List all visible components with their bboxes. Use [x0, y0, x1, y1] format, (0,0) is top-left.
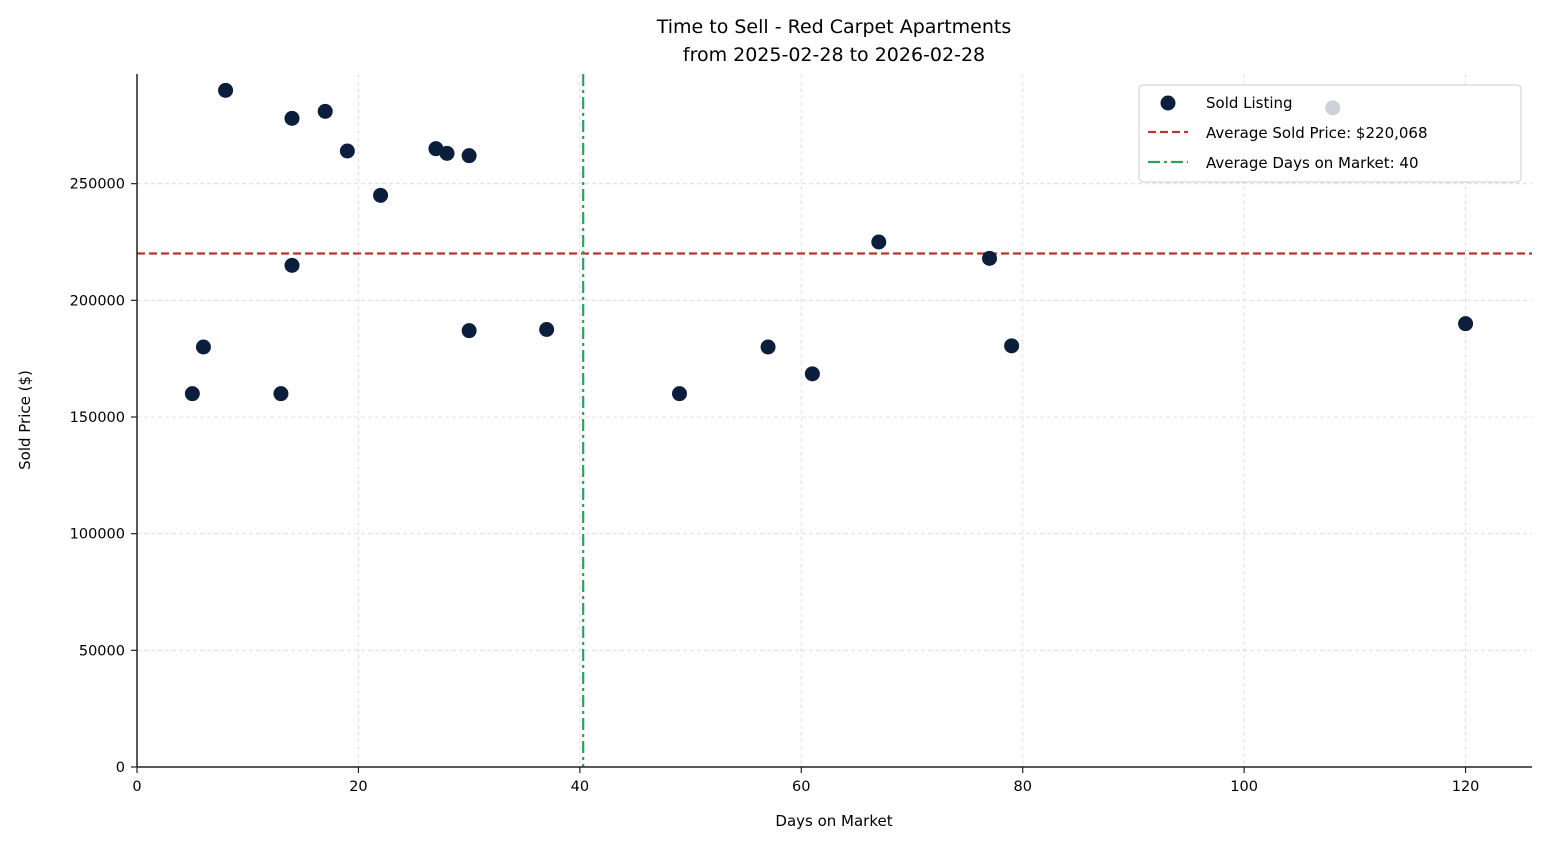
- x-tick-label: 100: [1230, 779, 1258, 795]
- data-point: [273, 386, 289, 402]
- x-tick-label: 80: [1013, 779, 1031, 795]
- x-tick-label: 120: [1452, 779, 1480, 795]
- data-point: [284, 257, 300, 273]
- data-point: [760, 339, 776, 355]
- x-tick-label: 60: [792, 779, 810, 795]
- data-point: [195, 339, 211, 355]
- chart-title: Time to Sell - Red Carpet Apartments: [656, 16, 1012, 38]
- legend-marker-sold-listing-icon: [1160, 95, 1176, 111]
- data-point: [672, 386, 687, 402]
- data-point: [804, 366, 820, 382]
- y-tick-label: 200000: [70, 293, 125, 309]
- data-point: [1004, 338, 1020, 354]
- data-point: [373, 187, 389, 203]
- data-point: [439, 145, 455, 161]
- reference-lines: [137, 74, 1532, 767]
- legend-label-average-days: Average Days on Market: 40: [1206, 154, 1419, 172]
- data-point: [461, 148, 477, 164]
- axes: 0 20 40 60 80 100 120 0 50000 100000 150000 200000 2…: [70, 74, 1532, 795]
- x-tick-label: 40: [571, 779, 589, 795]
- data-point: [339, 143, 355, 159]
- y-tick-label: 100000: [70, 527, 125, 543]
- y-tick-label: 150000: [70, 410, 125, 426]
- data-point: [871, 234, 887, 250]
- legend: Sold Listing Average Sold Price: $220,06…: [1138, 84, 1522, 183]
- data-point: [317, 103, 333, 119]
- grid-lines: [136, 74, 1532, 768]
- legend-label-average-price: Average Sold Price: $220,068: [1206, 124, 1428, 142]
- y-tick-label: 50000: [79, 643, 125, 659]
- chart-subtitle: from 2025-02-28 to 2026-02-28: [683, 44, 985, 66]
- data-point: [184, 386, 200, 402]
- data-point: [982, 250, 997, 266]
- data-point: [218, 82, 234, 98]
- y-axis-label: Sold Price ($): [16, 370, 34, 470]
- legend-frame: [1138, 84, 1522, 183]
- x-tick-label: 20: [349, 779, 367, 795]
- data-point: [284, 110, 300, 126]
- data-point: [1458, 316, 1474, 332]
- data-point: [461, 323, 477, 339]
- y-tick-label: 250000: [70, 177, 125, 193]
- legend-label-sold-listing: Sold Listing: [1206, 94, 1293, 112]
- x-axis-label: Days on Market: [775, 812, 892, 830]
- x-tick-label: 0: [132, 779, 141, 795]
- data-point: [539, 322, 555, 337]
- y-tick-label: 0: [116, 760, 125, 776]
